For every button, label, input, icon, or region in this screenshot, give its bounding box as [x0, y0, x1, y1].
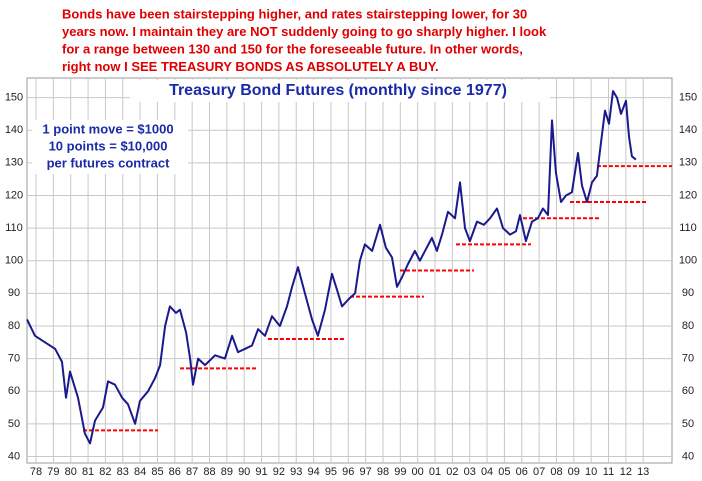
note-background	[32, 120, 188, 174]
y-tick-label-right: 90	[682, 287, 694, 299]
x-tick-label: 99	[394, 466, 406, 478]
x-tick-label: 86	[169, 466, 181, 478]
x-tick-label: 96	[342, 466, 354, 478]
x-tick-label: 11	[603, 466, 614, 478]
y-tick-label-right: 110	[679, 222, 697, 234]
y-tick-label-right: 120	[679, 189, 697, 201]
y-tick-label: 140	[5, 124, 23, 136]
y-tick-label: 60	[8, 385, 20, 397]
x-tick-label: 04	[481, 466, 493, 478]
note-text: per futures contract	[47, 155, 170, 170]
x-tick-label: 10	[585, 466, 597, 478]
y-tick-label: 90	[8, 287, 20, 299]
x-tick-label: 03	[464, 466, 476, 478]
x-tick-label: 06	[516, 466, 528, 478]
x-tick-label: 01	[429, 466, 441, 478]
y-tick-label: 80	[8, 320, 20, 332]
y-tick-label: 40	[8, 450, 20, 462]
y-tick-label: 120	[5, 189, 23, 201]
y-tick-label-right: 150	[679, 91, 697, 103]
x-tick-label: 79	[47, 466, 59, 478]
x-tick-label: 91	[255, 466, 267, 478]
x-tick-label: 93	[290, 466, 302, 478]
x-tick-label: 12	[620, 466, 632, 478]
x-tick-label: 83	[117, 466, 129, 478]
x-tick-label: 89	[221, 466, 233, 478]
y-tick-label: 150	[5, 91, 23, 103]
x-tick-label: 87	[186, 466, 198, 478]
y-tick-label-right: 100	[679, 255, 697, 267]
x-tick-label: 88	[203, 466, 215, 478]
x-tick-label: 92	[273, 466, 285, 478]
x-tick-label: 13	[637, 466, 649, 478]
y-tick-label-right: 70	[682, 352, 694, 364]
title-background	[130, 80, 550, 102]
x-tick-label: 09	[568, 466, 580, 478]
chart-title: Treasury Bond Futures (monthly since 197…	[169, 82, 507, 99]
note-text: 1 point move = $1000	[42, 121, 173, 136]
x-tick-label: 00	[412, 466, 424, 478]
x-tick-label: 85	[151, 466, 163, 478]
y-tick-label: 100	[5, 255, 23, 267]
y-tick-label: 50	[8, 418, 20, 430]
y-tick-label-right: 40	[682, 450, 694, 462]
x-tick-label: 98	[377, 466, 389, 478]
annotation-text: right now I SEE TREASURY BONDS AS ABSOLU…	[62, 59, 439, 74]
x-tick-label: 82	[99, 466, 111, 478]
y-tick-label-right: 80	[682, 320, 694, 332]
x-tick-label: 80	[65, 466, 77, 478]
y-tick-label: 70	[8, 352, 20, 364]
x-tick-label: 95	[325, 466, 337, 478]
y-tick-label: 130	[5, 157, 23, 169]
y-tick-label-right: 140	[679, 124, 697, 136]
price-line	[26, 90, 637, 445]
x-tick-label: 02	[446, 466, 458, 478]
y-tick-label-right: 50	[682, 418, 694, 430]
y-tick-label-right: 130	[679, 157, 697, 169]
x-tick-label: 08	[550, 466, 562, 478]
note-text: 10 points = $10,000	[49, 138, 168, 153]
annotation-text: Bonds have been stairstepping higher, an…	[62, 6, 527, 21]
x-tick-label: 78	[30, 466, 42, 478]
y-tick-label: 110	[5, 222, 23, 234]
x-tick-label: 07	[533, 466, 545, 478]
y-tick-label-right: 60	[682, 385, 694, 397]
marks	[26, 90, 672, 445]
x-tick-label: 90	[238, 466, 250, 478]
labels: Bonds have been stairstepping higher, an…	[5, 6, 697, 477]
x-tick-label: 81	[82, 466, 94, 478]
annotation-text: for a range between 130 and 150 for the …	[62, 41, 523, 56]
x-tick-label: 97	[360, 466, 372, 478]
x-tick-label: 94	[307, 466, 319, 478]
annotation-text: years now. I maintain they are NOT sudde…	[62, 24, 547, 39]
x-tick-label: 05	[498, 466, 510, 478]
x-tick-label: 84	[134, 466, 146, 478]
